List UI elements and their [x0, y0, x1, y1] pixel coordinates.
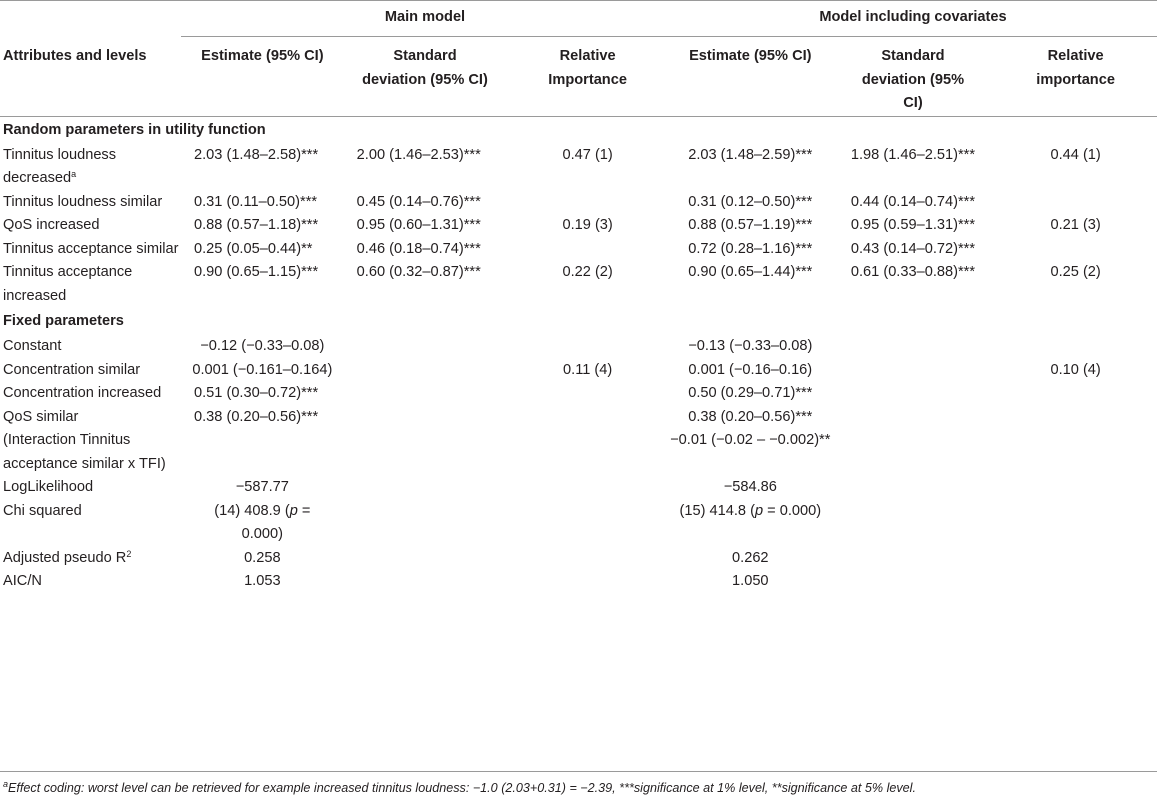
- estimate-header-main: Estimate (95% CI): [201, 48, 324, 64]
- table-row-loglikelihood: LogLikelihood −587.77 −584.86: [0, 476, 1157, 500]
- row-label: LogLikelihood: [3, 479, 94, 495]
- row-label: QoS increased: [3, 217, 100, 233]
- table-row: QoS similar 0.38 (0.20–0.56)*** 0.38 (0.…: [0, 406, 1157, 430]
- results-table: Main model Model including covariates At…: [0, 0, 1157, 594]
- column-header-row: Attributes and levels Estimate (95% CI) …: [0, 37, 1157, 117]
- table-row-pseudo-r2: Adjusted pseudo R2 0.258 0.262: [3, 548, 769, 566]
- bottom-rule: [0, 771, 1157, 772]
- row-label: Adjusted pseudo R: [3, 549, 127, 566]
- row-label: AIC/N: [3, 573, 42, 589]
- table-row: Concentration increased 0.51 (0.30–0.72)…: [0, 382, 1157, 406]
- covariates-model-header: Model including covariates: [668, 0, 1157, 37]
- row-label: Tinnitus acceptance increased: [3, 264, 133, 304]
- row-label: Concentration similar: [3, 361, 141, 378]
- table-row: (Interaction Tinnitus acceptance similar…: [0, 429, 1157, 476]
- row-label: QoS similar: [3, 408, 79, 425]
- table-row: Tinnitus loudness similar 0.31 (0.11–0.5…: [0, 191, 1157, 215]
- sd-header-main: Standard deviation (95% CI): [362, 48, 488, 88]
- row-label: (Interaction Tinnitus acceptance similar…: [3, 432, 166, 472]
- sd-header-cov: Standard deviation (95% CI): [861, 48, 965, 111]
- table-row: Tinnitus acceptance similar 0.25 (0.05–0…: [0, 238, 1157, 262]
- main-model-header: Main model: [181, 0, 669, 37]
- table-row: Tinnitus acceptance increased 0.90 (0.65…: [0, 261, 1157, 308]
- section-random: Random parameters in utility function: [0, 115, 1157, 144]
- table-row-aic: AIC/N 1.053 1.050: [0, 570, 1157, 594]
- table-row: Tinnitus loudness decreaseda 2.03 (1.48–…: [3, 146, 1101, 187]
- row-label: Tinnitus loudness decreased: [3, 146, 117, 187]
- group-header-row: Main model Model including covariates: [0, 0, 1157, 37]
- table-row: Constant −0.12 (−0.33–0.08) −0.13 (−0.33…: [0, 335, 1157, 359]
- row-label: Tinnitus acceptance similar: [3, 240, 179, 257]
- table-footnote: aEffect coding: worst level can be retri…: [3, 779, 916, 796]
- row-label: Constant: [3, 338, 62, 354]
- footnote-marker: a: [3, 779, 9, 789]
- row-label: Tinnitus loudness similar: [3, 193, 163, 210]
- ri-header-main: Relative Importance: [548, 48, 627, 88]
- table-row-chi-squared: Chi squared (14) 408.9 (p = 0.000) (15) …: [0, 500, 1157, 547]
- footnote-marker: a: [71, 169, 77, 179]
- table-row: QoS increased 0.88 (0.57–1.18)*** 0.95 (…: [0, 214, 1157, 238]
- row-label: Concentration increased: [3, 385, 162, 401]
- ri-header-cov: Relative importance: [1036, 48, 1115, 88]
- table-row: Concentration similar 0.001 (−0.161–0.16…: [0, 359, 1157, 383]
- estimate-header-cov: Estimate (95% CI): [689, 48, 812, 64]
- attributes-header: Attributes and levels: [3, 47, 147, 64]
- section-fixed: Fixed parameters: [3, 313, 124, 329]
- row-label: Chi squared: [3, 502, 82, 519]
